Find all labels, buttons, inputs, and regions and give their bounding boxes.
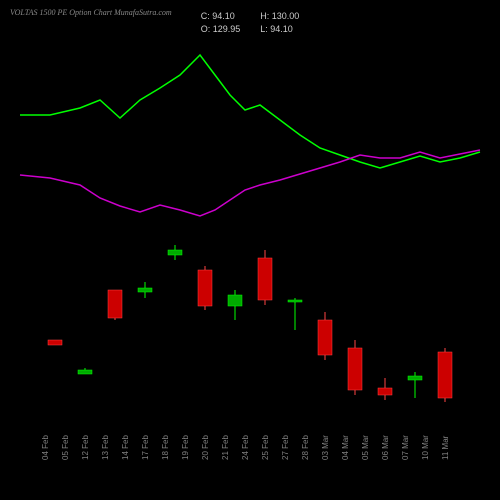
x-axis-label: 21 Feb [221,435,230,460]
x-axis-label: 06 Mar [381,435,390,460]
x-axis-label: 05 Feb [61,435,70,460]
x-axis-label: 28 Feb [301,435,310,460]
x-axis-label: 04 Mar [341,435,350,460]
x-axis-label: 03 Mar [321,435,330,460]
x-axis-label: 17 Feb [141,435,150,460]
x-axis-label: 12 Feb [81,435,90,460]
x-axis-label: 25 Feb [261,435,270,460]
x-axis-label: 04 Feb [41,435,50,460]
x-axis-label: 27 Feb [281,435,290,460]
x-axis-label: 13 Feb [101,435,110,460]
x-axis-label: 10 Mar [421,435,430,460]
x-axis-label: 05 Mar [361,435,370,460]
x-axis-label: 24 Feb [241,435,250,460]
chart-svg [0,0,500,500]
x-axis-label: 18 Feb [161,435,170,460]
x-axis-label: 14 Feb [121,435,130,460]
x-axis-label: 07 Mar [401,435,410,460]
x-axis-label: 19 Feb [181,435,190,460]
chart-container: VOLTAS 1500 PE Option Chart MunafaSutra.… [0,0,500,500]
x-axis-label: 11 Mar [441,436,450,460]
x-axis-label: 20 Feb [201,435,210,460]
